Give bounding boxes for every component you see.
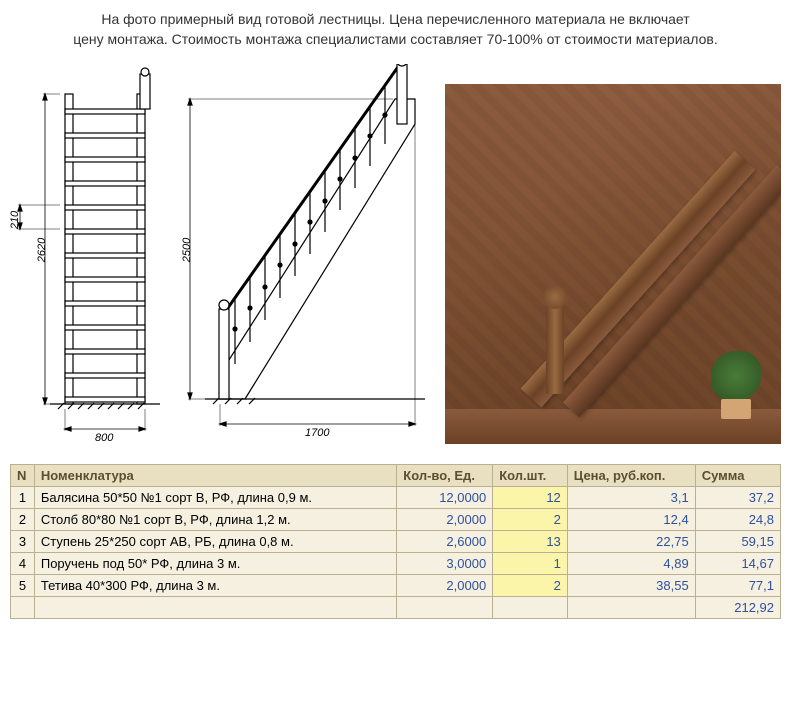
total-sum: 212,92 [695,597,780,619]
table-row: 1 Балясина 50*50 №1 сорт В, РФ, длина 0,… [11,487,781,509]
staircase-photo [445,84,781,444]
dim-front-width: 800 [95,432,113,444]
diagrams-row: 210 2620 800 [10,64,781,444]
table-row: 5 Тетива 40*300 РФ, длина 3 м. 2,0000 2 … [11,575,781,597]
dim-step-height: 210 [9,211,21,229]
th-name: Номенклатура [34,465,396,487]
th-qty-unit: Кол-во, Ед. [397,465,493,487]
diagram-side-elevation: 2500 1700 [175,64,435,444]
dim-front-height: 2620 [36,238,48,262]
header-line2: цену монтажа. Стоимость монтажа специали… [73,31,718,47]
table-total-row: 212,92 [11,597,781,619]
header-note: На фото примерный вид готовой лестницы. … [10,10,781,49]
materials-table: N Номенклатура Кол-во, Ед. Кол.шт. Цена,… [10,464,781,619]
th-n: N [11,465,35,487]
th-sum: Сумма [695,465,780,487]
header-line1: На фото примерный вид готовой лестницы. … [101,11,689,27]
table-row: 4 Поручень под 50* РФ, длина 3 м. 3,0000… [11,553,781,575]
dim-side-height: 2500 [181,238,193,262]
diagram-front-elevation: 210 2620 800 [10,64,165,444]
table-row: 3 Ступень 25*250 сорт АВ, РБ, длина 0,8 … [11,531,781,553]
table-body: 1 Балясина 50*50 №1 сорт В, РФ, длина 0,… [11,487,781,619]
table-row: 2 Столб 80*80 №1 сорт В, РФ, длина 1,2 м… [11,509,781,531]
th-qty-pcs: Кол.шт. [493,465,568,487]
th-price: Цена, руб.коп. [567,465,695,487]
dim-side-width: 1700 [305,427,329,439]
